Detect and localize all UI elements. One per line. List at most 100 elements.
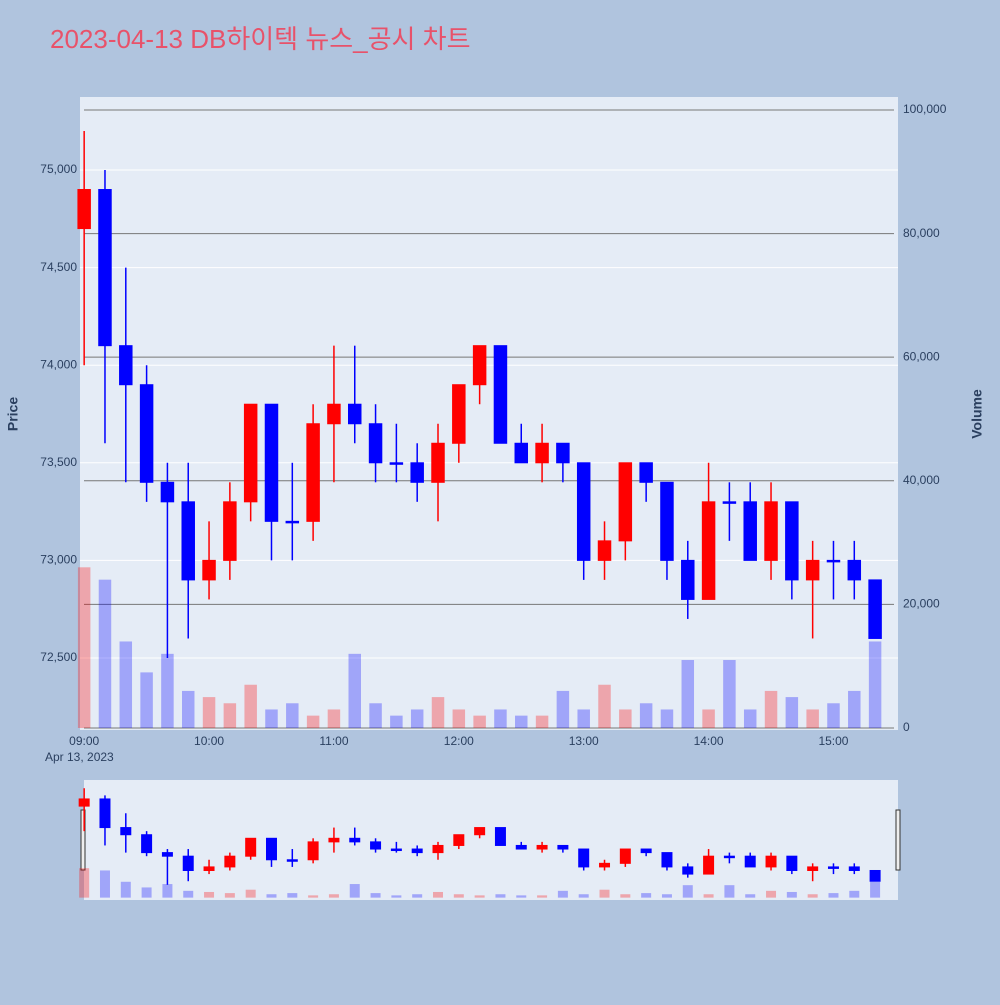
volume-bar: [204, 891, 215, 898]
candle-body: [264, 403, 279, 522]
candle-body: [474, 827, 486, 836]
volume-bar: [807, 894, 818, 898]
volume-bar: [661, 894, 672, 898]
y2-tick-label: 40,000: [903, 473, 940, 487]
volume-bar: [724, 885, 735, 898]
x-tick-label: 12:00: [444, 734, 474, 748]
candle-body: [765, 855, 777, 868]
candle-body: [98, 189, 112, 347]
candle-body: [265, 837, 277, 861]
candle-body: [370, 841, 382, 850]
candle-body: [785, 501, 799, 581]
volume-bar: [452, 709, 466, 728]
candle-body: [743, 501, 757, 561]
volume-bar: [703, 894, 714, 898]
candle-body: [847, 559, 862, 581]
volume-bar: [515, 715, 528, 728]
candle-body: [556, 442, 570, 464]
volume-bar: [870, 881, 881, 898]
candle-body: [618, 462, 633, 542]
candle-body: [245, 837, 257, 857]
y2-tick-label: 20,000: [903, 597, 940, 611]
volume-bar: [660, 709, 674, 728]
volume-bar: [202, 697, 216, 728]
volume-bar: [537, 895, 548, 898]
slider-handle[interactable]: [80, 809, 86, 871]
candle-body: [411, 848, 423, 854]
candle-body: [203, 866, 215, 871]
volume-bar: [370, 893, 381, 898]
candle-body: [535, 442, 549, 464]
candle-body: [390, 848, 402, 852]
y2-tick-label: 60,000: [903, 349, 940, 363]
volume-bar: [806, 709, 819, 728]
x-tick-label: 11:00: [319, 734, 348, 748]
candle-body: [224, 855, 236, 868]
chart-title: 2023-04-13 DB하이텍 뉴스_공시 차트: [50, 24, 471, 54]
volume-bar: [286, 703, 299, 728]
y-tick-label: 74,500: [40, 260, 77, 274]
volume-bar: [766, 890, 777, 898]
candle-body: [285, 520, 300, 524]
volume-bar: [140, 672, 153, 728]
candle-body: [78, 798, 90, 807]
volume-bar: [119, 641, 133, 728]
candle-body: [181, 501, 195, 581]
candle-body: [472, 345, 487, 386]
volume-bar: [473, 715, 486, 728]
candle-body: [869, 869, 881, 882]
volume-bar: [287, 893, 298, 898]
candle-body: [348, 403, 362, 425]
volume-bar: [495, 894, 506, 898]
candle-body: [494, 827, 506, 846]
volume-bar: [474, 895, 485, 898]
candle-body: [703, 855, 715, 875]
candle-body: [848, 866, 860, 871]
volume-bar: [328, 894, 339, 898]
volume-bar: [516, 895, 527, 898]
volume-bar: [120, 881, 131, 898]
y-tick-label: 73,000: [40, 553, 77, 567]
volume-bar: [245, 889, 256, 898]
candle-body: [389, 462, 404, 465]
candle-body: [578, 848, 590, 868]
x-tick-label: 10:00: [194, 734, 224, 748]
volume-bar: [453, 894, 464, 898]
candle-body: [826, 559, 841, 563]
candle-body: [805, 559, 820, 581]
volume-bar: [99, 870, 110, 898]
volume-bar: [868, 641, 882, 728]
volume-bar: [702, 709, 715, 728]
volume-bar: [620, 894, 631, 898]
volume-bar: [349, 884, 360, 898]
candle-body: [661, 852, 673, 868]
candle-body: [807, 866, 819, 871]
candle-body: [493, 345, 508, 444]
volume-bar: [641, 893, 652, 898]
x-tick-label: 15:00: [818, 734, 848, 748]
volume-bar: [431, 697, 445, 728]
candle-body: [619, 848, 631, 864]
candle-body: [660, 481, 674, 561]
candle-body: [368, 423, 383, 464]
candle-body: [243, 403, 258, 503]
volume-bar: [183, 890, 194, 898]
slider-handle[interactable]: [895, 809, 901, 871]
candle-body: [640, 848, 652, 854]
volume-bar: [494, 709, 507, 728]
candle-body: [349, 837, 361, 843]
candle-body: [202, 559, 216, 581]
y2-tick-label: 100,000: [903, 102, 947, 116]
candle-body: [597, 540, 612, 561]
volume-bar: [308, 895, 319, 898]
candle-body: [120, 827, 132, 836]
candle-body: [681, 559, 695, 600]
range-slider[interactable]: [84, 780, 898, 900]
candle-body: [77, 189, 91, 230]
volume-bar: [161, 653, 174, 728]
candle-body: [306, 423, 320, 522]
volume-bar: [223, 703, 237, 728]
volume-bar: [79, 868, 90, 898]
candle-body: [431, 442, 445, 483]
